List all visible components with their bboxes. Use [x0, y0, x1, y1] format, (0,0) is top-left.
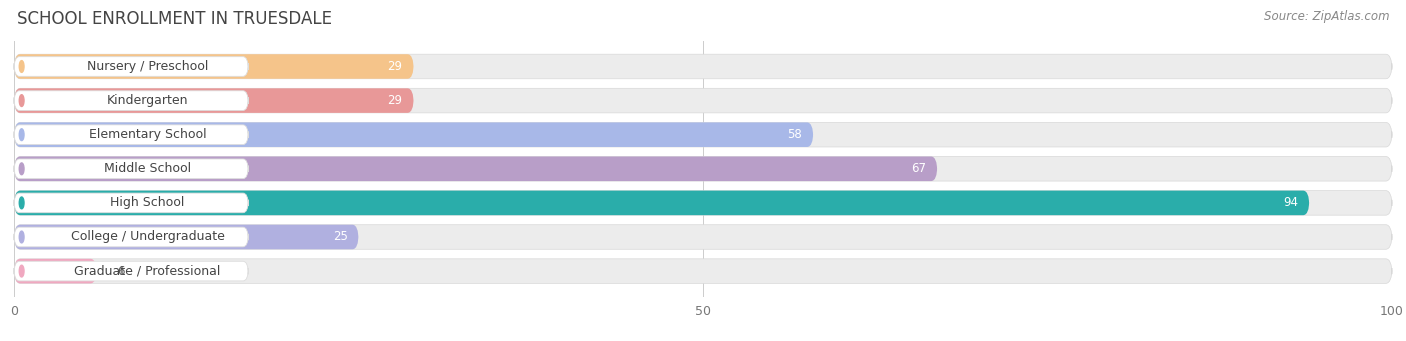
FancyBboxPatch shape — [14, 122, 1392, 147]
Text: College / Undergraduate: College / Undergraduate — [70, 231, 225, 243]
Text: Source: ZipAtlas.com: Source: ZipAtlas.com — [1264, 10, 1389, 23]
FancyBboxPatch shape — [14, 125, 249, 145]
Circle shape — [20, 231, 24, 243]
FancyBboxPatch shape — [14, 91, 249, 110]
FancyBboxPatch shape — [14, 159, 249, 179]
FancyBboxPatch shape — [14, 225, 359, 249]
Text: 25: 25 — [333, 231, 347, 243]
Text: 67: 67 — [911, 162, 927, 175]
FancyBboxPatch shape — [14, 259, 1392, 283]
FancyBboxPatch shape — [14, 157, 1392, 181]
FancyBboxPatch shape — [14, 88, 1392, 113]
FancyBboxPatch shape — [14, 54, 413, 79]
Text: Graduate / Professional: Graduate / Professional — [75, 265, 221, 278]
FancyBboxPatch shape — [14, 261, 249, 281]
Circle shape — [20, 61, 24, 72]
Text: 94: 94 — [1284, 196, 1298, 209]
Text: 29: 29 — [388, 60, 402, 73]
Text: High School: High School — [110, 196, 184, 209]
FancyBboxPatch shape — [14, 191, 1309, 215]
FancyBboxPatch shape — [14, 57, 249, 76]
Text: 58: 58 — [787, 128, 803, 141]
Text: SCHOOL ENROLLMENT IN TRUESDALE: SCHOOL ENROLLMENT IN TRUESDALE — [17, 10, 332, 28]
FancyBboxPatch shape — [14, 88, 413, 113]
Circle shape — [20, 163, 24, 175]
Circle shape — [20, 265, 24, 277]
FancyBboxPatch shape — [14, 259, 97, 283]
Circle shape — [20, 129, 24, 140]
FancyBboxPatch shape — [14, 122, 813, 147]
Text: Nursery / Preschool: Nursery / Preschool — [87, 60, 208, 73]
FancyBboxPatch shape — [14, 157, 938, 181]
FancyBboxPatch shape — [14, 191, 1392, 215]
FancyBboxPatch shape — [14, 193, 249, 213]
Text: 6: 6 — [118, 265, 125, 278]
Text: Middle School: Middle School — [104, 162, 191, 175]
FancyBboxPatch shape — [14, 54, 1392, 79]
Circle shape — [20, 197, 24, 209]
Text: 29: 29 — [388, 94, 402, 107]
FancyBboxPatch shape — [14, 227, 249, 247]
Text: Kindergarten: Kindergarten — [107, 94, 188, 107]
Text: Elementary School: Elementary School — [89, 128, 207, 141]
FancyBboxPatch shape — [14, 225, 1392, 249]
Circle shape — [20, 95, 24, 106]
